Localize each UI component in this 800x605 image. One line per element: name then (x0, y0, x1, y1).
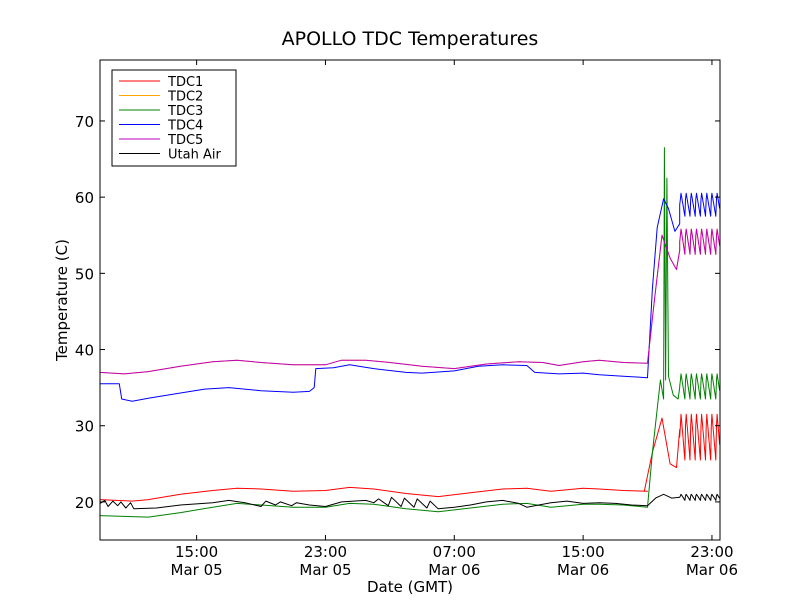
legend-label: TDC3 (167, 104, 203, 119)
series-line-tdc4 (100, 192, 720, 402)
x-tick-label-time: 15:00 (561, 543, 604, 561)
x-tick-label-time: 15:00 (175, 543, 218, 561)
series-line-tdc1 (100, 413, 720, 502)
series-line-tdc5 (100, 228, 720, 375)
x-tick-label-time: 23:00 (690, 543, 733, 561)
series-line-utah-air (100, 493, 720, 510)
chart-title: APOLLO TDC Temperatures (282, 28, 539, 50)
x-tick-label-date: Mar 05 (299, 561, 351, 579)
y-tick-label: 30 (75, 418, 94, 436)
x-tick-label-date: Mar 06 (686, 561, 738, 579)
x-tick-label-time: 23:00 (304, 543, 347, 561)
x-tick-label-date: Mar 05 (171, 561, 223, 579)
legend-label: TDC5 (167, 133, 203, 148)
y-axis-label: Temperature (C) (53, 239, 71, 362)
series-layer (100, 147, 720, 518)
legend-label: Utah Air (168, 148, 221, 163)
legend-label: TDC1 (167, 75, 203, 90)
legend-box (111, 69, 237, 167)
y-tick-label: 60 (75, 189, 94, 207)
legend-label: TDC2 (167, 90, 203, 105)
y-tick-label: 20 (75, 494, 94, 512)
plot-frame (99, 59, 721, 541)
legend-label: TDC4 (167, 119, 203, 134)
x-axis-label: Date (GMT) (367, 578, 453, 596)
x-tick-label-date: Mar 06 (557, 561, 609, 579)
y-tick-label: 50 (75, 265, 94, 283)
x-tick-label-time: 07:00 (433, 543, 476, 561)
y-tick-label: 40 (75, 342, 94, 360)
y-tick-label: 70 (75, 113, 94, 131)
x-tick-label-date: Mar 06 (428, 561, 480, 579)
